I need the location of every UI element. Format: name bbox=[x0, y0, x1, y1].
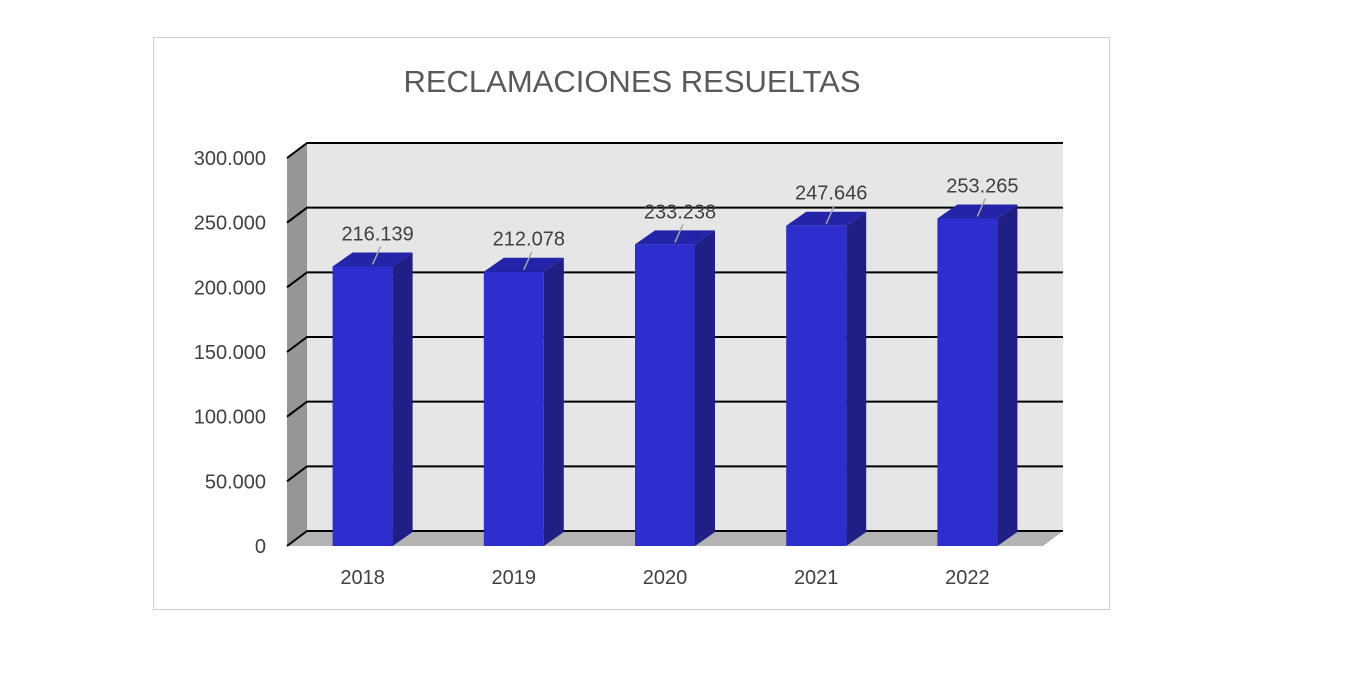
bar bbox=[483, 271, 544, 546]
label-leader-lines bbox=[371, 198, 987, 271]
chart-title: RECLAMACIONES RESUELTAS bbox=[403, 64, 860, 99]
y-tick-label: 100.000 bbox=[194, 407, 266, 429]
x-tick-label: 2020 bbox=[643, 567, 688, 589]
bar-top bbox=[332, 252, 413, 267]
data-label: 233.238 bbox=[644, 201, 716, 223]
leader-line bbox=[371, 246, 382, 265]
y-tick-label: 300.000 bbox=[194, 148, 266, 170]
leader-line bbox=[523, 251, 533, 271]
y-tick-label: 150.000 bbox=[194, 342, 266, 364]
bar-side bbox=[695, 230, 715, 546]
data-label: 247.646 bbox=[795, 183, 867, 205]
bars bbox=[332, 204, 1018, 547]
bar bbox=[937, 218, 998, 546]
x-tick-label: 2019 bbox=[492, 567, 537, 589]
y-axis-ticks: 0 50.000 100.000 150.000 200.000 250.000 300.0… bbox=[194, 148, 266, 558]
x-tick-label: 2022 bbox=[945, 567, 990, 589]
y-tick-label: 0 bbox=[255, 536, 266, 558]
gridline bbox=[286, 206, 1063, 224]
bar bbox=[332, 266, 393, 546]
gridline bbox=[286, 142, 1063, 159]
data-label: 212.078 bbox=[493, 229, 565, 251]
leader-line bbox=[674, 224, 684, 243]
data-label: 253.265 bbox=[946, 175, 1018, 197]
bar-side bbox=[846, 211, 867, 546]
bar-side bbox=[543, 257, 564, 546]
bar bbox=[635, 244, 695, 546]
bar bbox=[786, 225, 847, 546]
data-labels: 216.139 212.078 233.238 247.646 253.265 bbox=[341, 175, 1018, 250]
bar-top bbox=[483, 257, 564, 272]
y-tick-label: 200.000 bbox=[194, 277, 266, 299]
x-axis-ticks: 2018 2019 2020 2021 2022 bbox=[340, 567, 989, 589]
y-tick-label: 250.000 bbox=[194, 213, 266, 235]
bar-top bbox=[937, 204, 1018, 219]
y-tick-label: 50.000 bbox=[205, 471, 266, 493]
bar-side bbox=[997, 204, 1018, 546]
bar-top bbox=[786, 211, 867, 226]
data-label: 216.139 bbox=[341, 223, 413, 245]
leader-line bbox=[976, 198, 987, 217]
bar-side bbox=[392, 252, 413, 547]
bar-top bbox=[635, 230, 715, 245]
x-tick-label: 2018 bbox=[340, 567, 385, 589]
leader-line bbox=[825, 205, 835, 225]
x-tick-label: 2021 bbox=[794, 567, 839, 589]
